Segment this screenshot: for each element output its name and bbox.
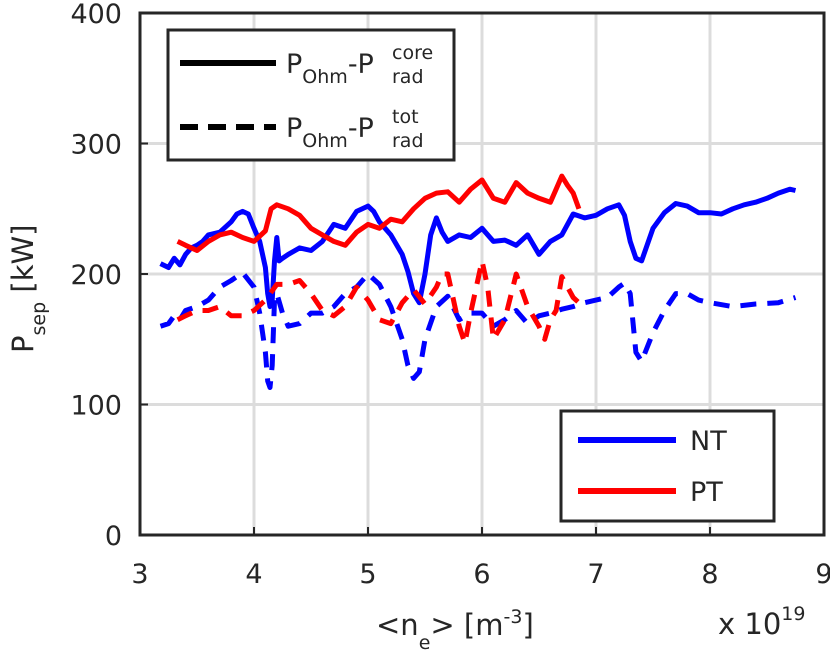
x-tick-label: 3 bbox=[131, 559, 148, 590]
y-axis-label: Psep [kW] bbox=[6, 225, 50, 353]
series-group bbox=[159, 173, 797, 390]
legend-nt-label: NT bbox=[690, 426, 727, 457]
x-tick-label: 9 bbox=[815, 559, 830, 590]
series-pt-dashed bbox=[176, 258, 581, 346]
y-tick-label: 0 bbox=[105, 521, 122, 552]
x-tick-label: 6 bbox=[473, 559, 490, 590]
legend-linestyle-box bbox=[166, 28, 456, 162]
x-tick-label: 5 bbox=[359, 559, 376, 590]
y-tick-label: 100 bbox=[70, 391, 122, 422]
series-pt-solid bbox=[176, 173, 582, 253]
legend-series-box bbox=[559, 409, 776, 523]
x-tick-label: 7 bbox=[587, 559, 604, 590]
x-tick-label: 8 bbox=[701, 559, 718, 590]
legend-linestyle: POhm-P core rad POhm-P tot rad bbox=[166, 28, 456, 162]
y-tick-label: 400 bbox=[70, 0, 122, 30]
legend-dashed-label: POhm-P tot rad bbox=[286, 106, 424, 152]
x-multiplier: x 1019 bbox=[718, 603, 805, 641]
series-nt-solid bbox=[159, 186, 797, 310]
y-tick-label: 200 bbox=[70, 260, 122, 291]
x-tick-label: 4 bbox=[245, 559, 262, 590]
legend-solid-label: POhm-P core rad bbox=[286, 42, 433, 88]
tick-group: 3 4 5 6 7 8 9 0 100 200 300 400 bbox=[70, 0, 830, 590]
y-tick-label: 300 bbox=[70, 130, 122, 161]
legend-series: NT PT bbox=[559, 409, 776, 523]
x-axis-label: <ne> [m-3] bbox=[376, 606, 534, 654]
legend-pt-label: PT bbox=[690, 477, 723, 508]
